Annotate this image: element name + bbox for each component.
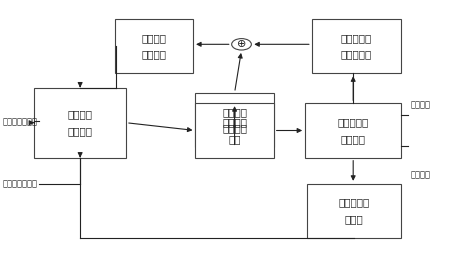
Bar bbox=[312, 19, 401, 73]
Text: 驱动信号输入端: 驱动信号输入端 bbox=[3, 117, 38, 126]
Bar bbox=[305, 103, 401, 158]
Text: 调谐信号输入端: 调谐信号输入端 bbox=[3, 179, 38, 188]
Bar bbox=[195, 103, 274, 158]
Text: 相位信号: 相位信号 bbox=[410, 170, 430, 179]
Bar bbox=[34, 88, 126, 158]
Bar bbox=[115, 19, 193, 73]
Text: 幅度信号: 幅度信号 bbox=[410, 100, 430, 109]
Text: 交流驱动信: 交流驱动信 bbox=[341, 33, 372, 43]
Text: 幅度和相位: 幅度和相位 bbox=[338, 117, 369, 127]
Text: 模块: 模块 bbox=[229, 134, 241, 144]
Text: 提取模块: 提取模块 bbox=[341, 134, 365, 144]
Bar bbox=[307, 184, 401, 238]
Text: 驱动信号: 驱动信号 bbox=[141, 33, 167, 43]
Text: 载波信号: 载波信号 bbox=[222, 107, 247, 117]
Text: 生模块: 生模块 bbox=[345, 215, 364, 224]
Text: 号产生模块: 号产生模块 bbox=[341, 50, 372, 60]
Text: 产生模块: 产生模块 bbox=[222, 123, 247, 134]
Text: 调谐信号产: 调谐信号产 bbox=[339, 198, 370, 207]
Text: 机械陀螺: 机械陀螺 bbox=[68, 126, 92, 136]
Text: 产生模块: 产生模块 bbox=[141, 50, 167, 60]
Text: 可调谐微: 可调谐微 bbox=[68, 109, 92, 119]
Bar bbox=[195, 93, 274, 147]
Text: 信号检测: 信号检测 bbox=[222, 117, 247, 127]
Text: ⊕: ⊕ bbox=[237, 39, 246, 49]
